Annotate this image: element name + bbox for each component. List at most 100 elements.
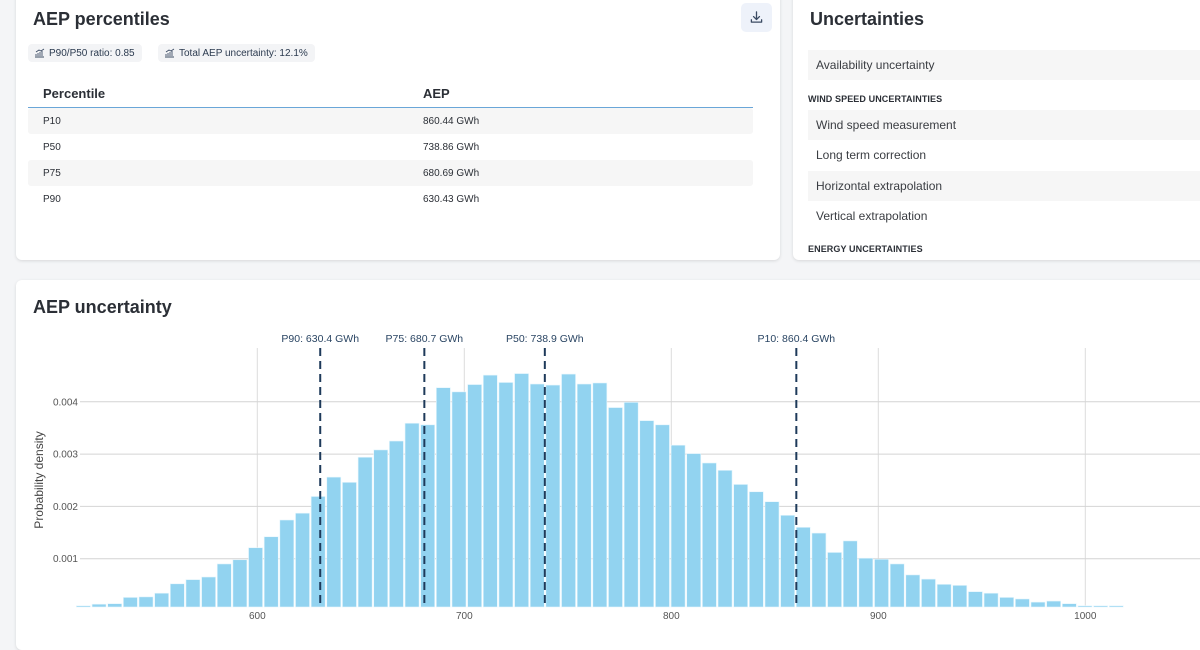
chart-growth-icon — [165, 48, 175, 58]
percentile-cell: P75 — [43, 167, 61, 179]
histogram-bar — [780, 514, 795, 608]
uncertainty-item-availability[interactable]: Availability uncertainty — [808, 50, 1200, 80]
histogram-bar — [357, 456, 373, 608]
histogram-bar — [1030, 601, 1046, 608]
histogram-bar — [905, 574, 921, 608]
chart-growth-icon — [35, 48, 45, 58]
histogram-bar — [1015, 598, 1030, 608]
histogram-bar — [482, 374, 498, 608]
histogram-bar — [968, 591, 983, 608]
section-label-energy: ENERGY UNCERTAINTIES — [808, 244, 923, 254]
section-label-wind-speed: WIND SPEED UNCERTAINTIES — [808, 94, 943, 104]
histogram-bar — [795, 527, 811, 608]
histogram-bar — [592, 382, 608, 608]
aep-cell: 630.43 GWh — [423, 193, 480, 205]
histogram-bar — [749, 491, 764, 608]
histogram-bar — [138, 596, 154, 608]
histogram-bar — [764, 501, 780, 608]
histogram-bar — [185, 579, 201, 608]
histogram-bar — [717, 470, 733, 608]
histogram-bar — [874, 558, 889, 608]
p90-p50-ratio-badge: P90/P50 ratio: 0.85 — [28, 44, 142, 62]
table-row: P90 630.43 GWh — [28, 186, 753, 212]
histogram-bar — [702, 462, 717, 608]
histogram-bar — [451, 391, 467, 608]
histogram-bar — [655, 424, 670, 608]
x-tick-label: 600 — [249, 611, 266, 622]
histogram-bar — [623, 402, 639, 608]
histogram-bar — [1093, 605, 1108, 608]
histogram-bar — [1061, 603, 1077, 608]
histogram-bar — [1077, 605, 1093, 608]
histogram-bar — [201, 576, 216, 608]
uncertainty-item[interactable]: Horizontal extrapolation — [808, 171, 1200, 201]
x-tick-label: 900 — [870, 611, 887, 622]
histogram-bar — [91, 603, 107, 608]
uncertainty-item[interactable]: Long term correction — [816, 148, 927, 162]
histogram-bar — [514, 373, 529, 608]
histogram-bar — [404, 422, 420, 608]
badge-label: Total AEP uncertainty: 12.1% — [179, 47, 308, 59]
percentile-marker-label: P10: 860.4 GWh — [758, 333, 836, 345]
histogram-bar — [921, 578, 936, 608]
histogram-bar — [216, 563, 232, 608]
histogram-bar — [123, 597, 138, 608]
download-icon — [750, 11, 763, 23]
y-tick-label: 0.001 — [53, 554, 78, 565]
y-tick-label: 0.002 — [53, 502, 78, 513]
histogram-bar — [545, 384, 561, 608]
uncertainties-card: Uncertainties Availability uncertainty W… — [793, 0, 1200, 260]
histogram-bar — [310, 496, 326, 608]
percentile-marker-label: P75: 680.7 GWh — [386, 333, 464, 345]
percentiles-table: Percentile AEP P10 860.44 GWh P50 738.86 G… — [28, 80, 753, 212]
download-button[interactable] — [741, 3, 772, 32]
uncertainty-item[interactable]: Wind speed measurement — [808, 110, 1200, 140]
card-title: AEP percentiles — [33, 9, 170, 29]
histogram-bar — [1108, 605, 1124, 608]
histogram-bar — [373, 449, 389, 608]
percentile-cell: P90 — [43, 193, 61, 205]
uncertainty-item[interactable]: Vertical extrapolation — [816, 209, 928, 223]
percentile-marker-label: P50: 738.9 GWh — [506, 333, 584, 345]
aep-cell: 860.44 GWh — [423, 115, 480, 127]
total-uncertainty-badge: Total AEP uncertainty: 12.1% — [158, 44, 315, 62]
histogram-bar — [952, 585, 968, 608]
histogram-bar — [983, 592, 999, 608]
percentile-marker-label: P90: 630.4 GWh — [281, 333, 359, 345]
y-tick-label: 0.003 — [53, 450, 78, 461]
histogram-bar — [467, 384, 482, 608]
histogram-bar — [279, 519, 295, 608]
aep-percentiles-card: AEP percentiles P90/P50 ratio: 0.85 Tota… — [16, 0, 780, 260]
percentile-cell: P50 — [43, 141, 61, 153]
histogram-bar — [436, 387, 451, 608]
aep-cell: 738.86 GWh — [423, 141, 480, 153]
column-header-aep: AEP — [423, 86, 450, 101]
histogram-bar — [529, 383, 545, 608]
histogram-bar — [420, 424, 436, 608]
card-title: Uncertainties — [810, 9, 925, 29]
histogram-bar — [107, 603, 123, 608]
x-tick-label: 1000 — [1074, 611, 1097, 622]
table-row: P10 860.44 GWh — [28, 108, 753, 134]
aep-histogram: P90: 630.4 GWh P75: 680.7 GWh P50: 738.9 G… — [32, 333, 1200, 622]
x-tick-label: 700 — [456, 611, 473, 622]
histogram-bar — [342, 482, 357, 608]
histogram-bar — [76, 605, 91, 608]
histogram-bar — [561, 373, 576, 608]
histogram-bar — [154, 592, 169, 608]
histogram-bar — [670, 444, 686, 608]
y-axis-label: Probability density — [32, 431, 46, 528]
percentile-cell: P10 — [43, 115, 61, 127]
y-tick-label: 0.004 — [53, 397, 78, 408]
histogram-bar — [326, 476, 342, 608]
histogram-bar — [827, 552, 842, 608]
histogram-bar — [686, 453, 702, 608]
histogram-bar — [263, 536, 279, 608]
histogram-bar — [232, 559, 248, 608]
histogram-bar — [1046, 600, 1061, 608]
badge-label: P90/P50 ratio: 0.85 — [49, 47, 135, 59]
table-row: P50 738.86 GWh — [28, 134, 753, 160]
histogram-bar — [999, 597, 1015, 608]
histogram-bar — [389, 440, 404, 608]
histogram-bar — [576, 383, 592, 608]
